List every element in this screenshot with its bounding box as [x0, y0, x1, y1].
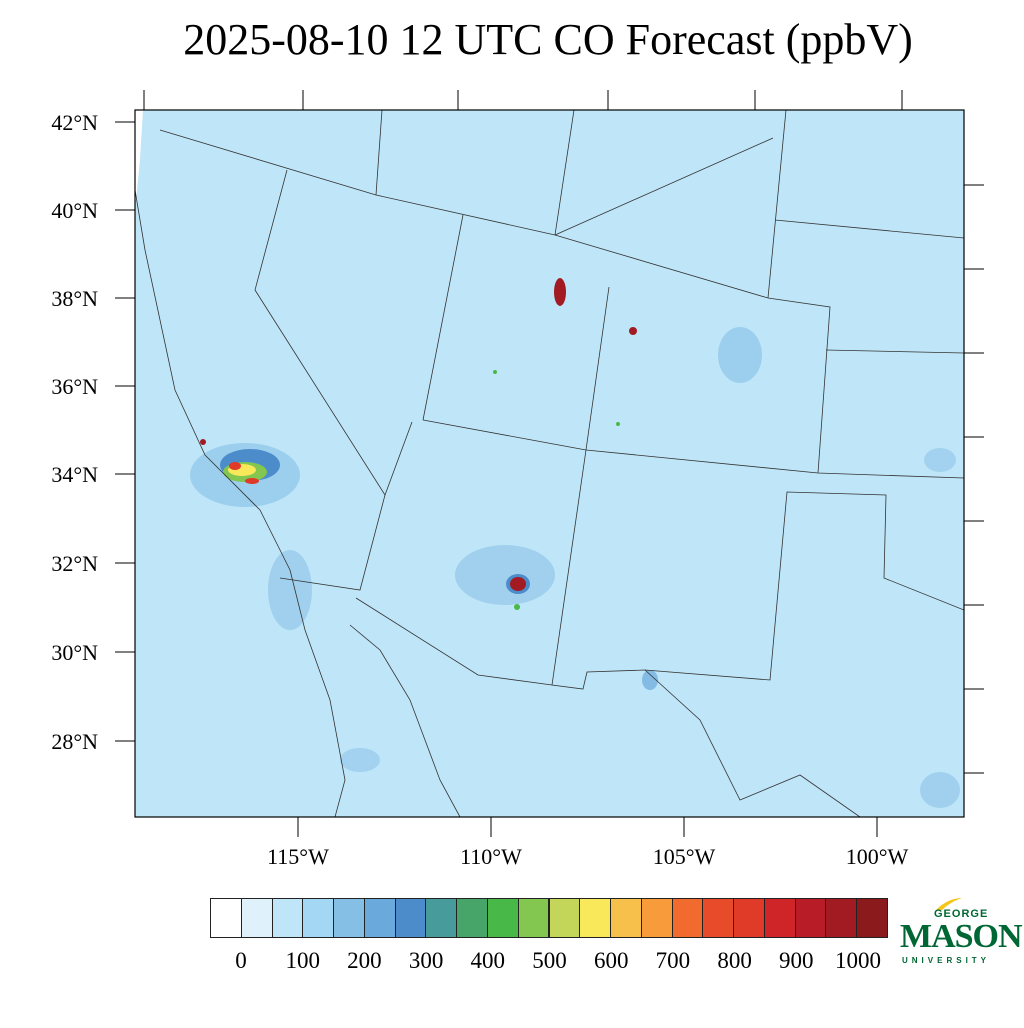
colorbar-cell — [394, 898, 427, 938]
lon-label-105: 105°W — [653, 844, 716, 869]
right-ticks — [964, 184, 984, 774]
colorbar-cell — [425, 898, 458, 938]
bottom-ticks — [297, 817, 878, 837]
colorbar-cell — [763, 898, 796, 938]
lat-label-28: 28°N — [51, 729, 98, 754]
colorbar-cell — [794, 898, 827, 938]
top-ticks — [143, 90, 903, 110]
colorbar-cell — [825, 898, 858, 938]
colorbar-cell — [640, 898, 673, 938]
colorbar-label: 500 — [532, 948, 567, 973]
gmu-logo: GEORGE MASON UNIVERSITY — [898, 898, 1023, 968]
colorbar-label: 400 — [470, 948, 506, 973]
hotspot-nm-small — [616, 422, 620, 426]
colorbar-label: 900 — [779, 948, 814, 973]
colorbar-label: 0 — [235, 948, 247, 973]
colorbar-cell — [671, 898, 704, 938]
map-title: 2025-08-10 12 UTC CO Forecast (ppbV) — [183, 15, 913, 64]
lon-label-110: 110°W — [460, 844, 522, 869]
state-boundaries — [135, 110, 964, 817]
logo-swoosh-icon — [936, 898, 962, 910]
colorbar-cell — [610, 898, 642, 938]
hotspot-socal-core-2 — [245, 478, 259, 484]
colorbar-cell — [271, 898, 304, 938]
plume-chihuahua — [642, 670, 658, 690]
colorbar-label: 1000 — [835, 948, 881, 973]
lat-label-34: 34°N — [51, 462, 98, 487]
hotspot-arizona-small — [514, 604, 520, 610]
lat-label-32: 32°N — [51, 551, 98, 576]
colorbar-label: 300 — [408, 948, 444, 973]
lon-label-100: 100°W — [846, 844, 909, 869]
plume-arizona — [455, 545, 555, 605]
colorbar-label: 100 — [285, 948, 320, 973]
plume-texas — [920, 772, 960, 808]
colorbar-cell — [210, 898, 242, 938]
ocean-edge — [135, 110, 143, 200]
colorbar-cell — [517, 898, 550, 938]
colorbar-label: 700 — [655, 948, 691, 973]
hotspot-arizona-core — [510, 577, 526, 591]
lat-label-42: 42°N — [51, 110, 98, 135]
lon-label-115: 115°W — [267, 844, 329, 869]
hotspot-la — [200, 439, 206, 445]
plume-baja — [268, 550, 312, 630]
colorbar-cell — [363, 898, 396, 938]
colorbar-cell — [333, 898, 365, 938]
hotspot-utah — [554, 278, 566, 306]
colorbar-cell — [856, 898, 888, 938]
colorbar-label: 600 — [593, 948, 629, 973]
logo-line1: GEORGE — [934, 908, 989, 920]
plume-colorado — [718, 327, 762, 383]
colorbar-cell — [486, 898, 519, 938]
left-ticks — [115, 121, 135, 742]
lat-label-30: 30°N — [51, 640, 98, 665]
plume-kansas — [924, 448, 956, 472]
logo-line3: UNIVERSITY — [902, 956, 991, 965]
lat-label-38: 38°N — [51, 286, 98, 311]
map-frame — [134, 109, 965, 818]
hotspot-colorado — [629, 327, 637, 335]
hotspot-utah-small — [493, 370, 497, 374]
lat-label-40: 40°N — [51, 198, 98, 223]
colorbar-cell — [733, 898, 765, 938]
hotspot-socal-core — [229, 462, 241, 470]
lat-label-36: 36°N — [51, 374, 98, 399]
colorbar-cell — [240, 898, 273, 938]
colorbar-label: 200 — [347, 948, 382, 973]
co-field-layer — [135, 110, 960, 808]
colorbar-cell — [702, 898, 735, 938]
colorbar-label: 800 — [717, 948, 752, 973]
logo-line2: MASON — [900, 918, 1023, 955]
plume-gulf — [340, 748, 380, 772]
colorbar-cell — [548, 898, 581, 938]
colorbar-cell — [456, 898, 488, 938]
colorbar-cell — [302, 898, 335, 938]
colorbar-cell — [579, 898, 612, 938]
